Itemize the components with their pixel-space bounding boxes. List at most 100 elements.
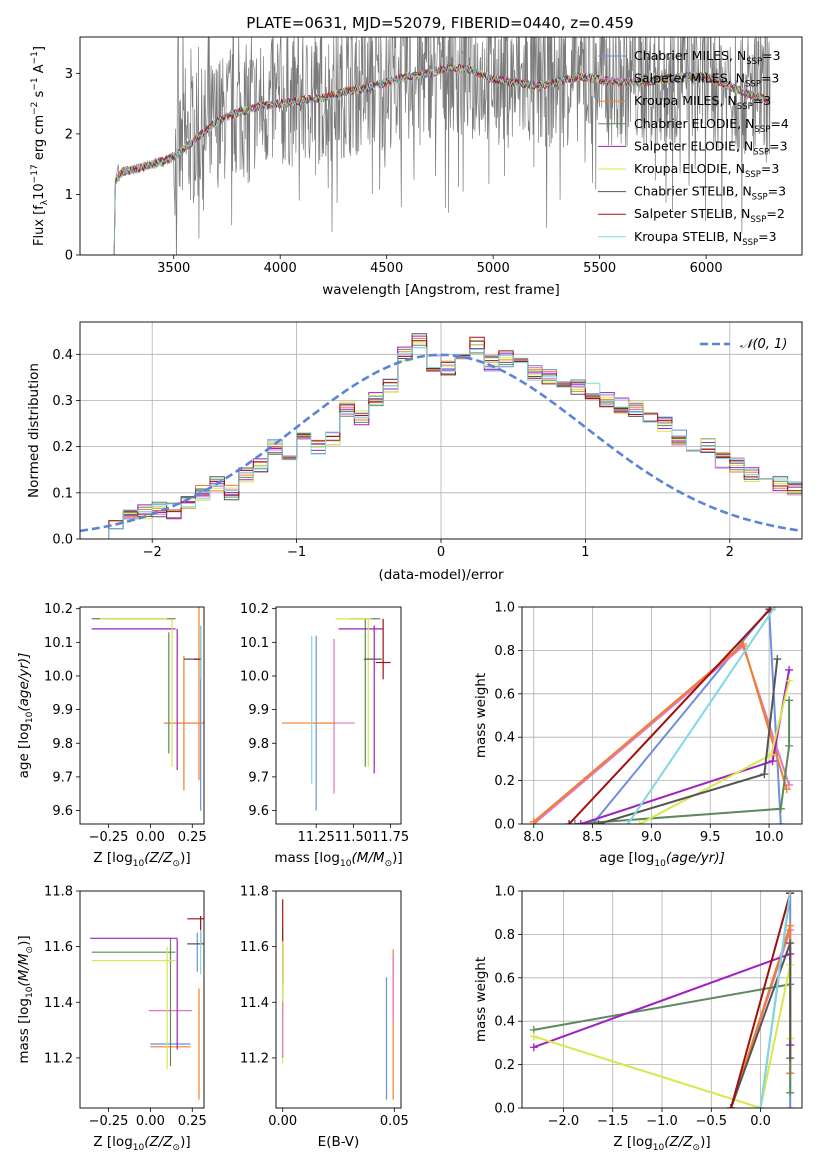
label-part: (age/yr)]: [666, 850, 725, 866]
legend-equals: =: [769, 138, 779, 153]
weight-marker: [785, 696, 794, 705]
x-tick-label: 0.25: [178, 1114, 207, 1129]
label-part: 2: [777, 206, 785, 221]
y-tick-label: 11.4: [240, 996, 269, 1011]
legend-entry-9: Kroupa STELIB, NSSP=3: [634, 229, 777, 248]
label-part: s: [32, 90, 47, 101]
legend-entry-4: Chabrier ELODIE, NSSP=4: [634, 116, 789, 135]
x-axis-label: wavelength [Angstrom, rest frame]: [322, 282, 560, 298]
label-part: −17: [30, 164, 40, 183]
x-tick-label: 0.05: [380, 1114, 409, 1129]
label-part: 10: [653, 1143, 665, 1153]
y-tick-label: 0.2: [52, 440, 73, 455]
y-tick-label: 1.0: [494, 601, 515, 616]
x-tick-label: 0.0: [750, 1114, 771, 1129]
weight-line-8: [568, 608, 771, 824]
x-tick-label: 11.50: [335, 830, 372, 845]
y-tick-label: 1: [65, 188, 73, 203]
weight-marker: [529, 1032, 538, 1041]
x-tick-label: 9.5: [700, 830, 721, 845]
label-part: Chabrier MILES: [634, 48, 729, 63]
observed-spectrum: [113, 37, 771, 255]
label-part: Salpeter ELODIE: [634, 138, 736, 153]
x-axis-label: (data-model)/error: [378, 567, 504, 583]
x-tick-label: −0.25: [89, 830, 129, 845]
legend-separator: ,: [725, 229, 733, 244]
y-tick-label: 10.0: [240, 669, 269, 684]
label-part: (M/M: [351, 850, 384, 866]
weight-line-9: [627, 607, 776, 824]
figure-title: PLATE=0631, MJD=52079, FIBERID=0440, z=0…: [246, 14, 633, 32]
label-part: )]: [700, 1134, 711, 1150]
label-part: SSP: [737, 102, 753, 112]
x-tick-label: 8.5: [582, 830, 603, 845]
y-tick-label: 11.6: [240, 940, 269, 955]
legend-separator: ,: [719, 93, 727, 108]
weight-marker: [786, 921, 795, 930]
x-tick-label: 4500: [370, 261, 403, 276]
y-tick-label: 3: [65, 67, 73, 82]
plot-area: [80, 891, 204, 1108]
axes-frame: [275, 606, 402, 825]
label-part: 3: [771, 161, 779, 176]
label-part: −2: [30, 102, 40, 115]
chart-weight-vs-Z: −2.0 −1.5 −1.0 −0.5 0.0 0.0 0.2 0.4 0.6 0.8 1.0 Z […: [473, 885, 803, 1153]
y-tick-label: 11.8: [240, 885, 269, 900]
model-line-9: [113, 64, 770, 255]
weight-marker: [776, 804, 785, 813]
label-part: 10: [133, 1143, 145, 1153]
label-part: λ: [40, 199, 50, 205]
weight-marker: [623, 820, 632, 824]
weight-marker: [529, 1043, 538, 1052]
weight-marker: [565, 820, 574, 824]
label-part: ]: [32, 46, 47, 51]
clipped-marks: [90, 916, 204, 1100]
label-part: N: [733, 229, 742, 244]
x-tick-label: 0.00: [268, 1114, 297, 1129]
weight-marker: [786, 1104, 795, 1108]
weight-line-4: [574, 700, 791, 824]
y-axis-label: mass weight: [473, 957, 489, 1042]
label-part: ⊙: [173, 859, 181, 869]
legend-separator: ,: [737, 116, 745, 131]
y-tick-label: 11.2: [240, 1051, 269, 1066]
clipped-marks: [91, 607, 204, 811]
weight-marker: [576, 820, 585, 824]
clipped-marks: [282, 899, 394, 1100]
label-part: Z [log: [613, 1134, 652, 1150]
label-part: 10: [25, 711, 35, 723]
x-tick-label: 0.00: [136, 1114, 165, 1129]
axes-frame: [521, 890, 803, 1109]
label-part: Flux [f: [32, 205, 47, 246]
y-tick-label: 0.0: [494, 1102, 515, 1117]
axes-frame: [79, 606, 205, 825]
label-part: 3: [769, 229, 777, 244]
x-axis-label: Z [log10(Z/Z⊙)]: [613, 1134, 710, 1153]
y-tick-label: 0.6: [494, 687, 515, 702]
weight-marker: [773, 655, 782, 664]
x-axis-label: Z [log10(Z/Z⊙)]: [93, 850, 190, 869]
label-part: N: [737, 48, 746, 63]
label-part: 10: [654, 859, 666, 869]
label-part: mass [log: [274, 850, 340, 866]
chart-mass-vs-ebv: 0.00 0.05 11.2 11.4 11.6 11.8 E(B-V): [240, 885, 409, 1151]
label-part: erg cm: [32, 115, 47, 164]
legend-entry-5: Salpeter ELODIE, NSSP=3: [634, 138, 788, 157]
legend-normal-label: 𝒩(0, 1): [740, 337, 787, 352]
label-part: age [log: [16, 723, 32, 778]
label-part: SSP: [745, 80, 761, 90]
legend-equals: =: [768, 184, 778, 199]
label-part: ⊙: [25, 946, 35, 954]
x-tick-label: −1.0: [646, 1114, 678, 1129]
label-part: )]: [180, 850, 191, 866]
y-tick-label: 9.6: [52, 804, 73, 819]
y-tick-label: 11.4: [44, 996, 73, 1011]
y-tick-label: 9.9: [52, 703, 73, 718]
y-tick-label: 10.0: [44, 669, 73, 684]
y-tick-label: 0: [65, 249, 73, 264]
clipped-marks: [529, 607, 794, 824]
axes-frame: [521, 606, 803, 825]
y-tick-label: 11.6: [44, 940, 73, 955]
label-part: SSP: [746, 57, 762, 67]
